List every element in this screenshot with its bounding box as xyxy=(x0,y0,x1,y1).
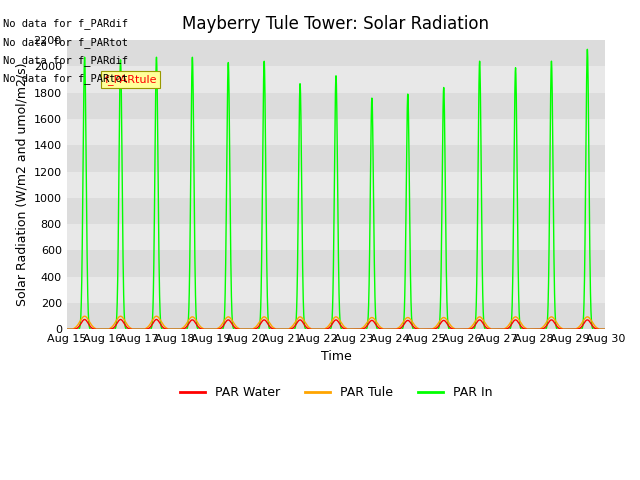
Y-axis label: Solar Radiation (W/m2 and umol/m2/s): Solar Radiation (W/m2 and umol/m2/s) xyxy=(15,63,28,307)
Text: No data for f_PARtot: No data for f_PARtot xyxy=(3,73,128,84)
Bar xyxy=(67,224,605,251)
Bar xyxy=(67,119,605,145)
Bar xyxy=(67,171,605,198)
Legend: PAR Water, PAR Tule, PAR In: PAR Water, PAR Tule, PAR In xyxy=(175,381,497,404)
Title: Mayberry Tule Tower: Solar Radiation: Mayberry Tule Tower: Solar Radiation xyxy=(182,15,490,33)
Text: No data for f_PARdif: No data for f_PARdif xyxy=(3,55,128,66)
Bar xyxy=(67,303,605,329)
Text: No data for f_PARdif: No data for f_PARdif xyxy=(3,18,128,29)
Bar xyxy=(67,277,605,303)
Bar xyxy=(67,93,605,119)
Bar xyxy=(67,40,605,66)
Text: No data for f_PARtot: No data for f_PARtot xyxy=(3,36,128,48)
X-axis label: Time: Time xyxy=(321,350,351,363)
Bar xyxy=(67,251,605,277)
Bar xyxy=(67,145,605,171)
Text: f_PARtule: f_PARtule xyxy=(104,74,157,85)
Bar xyxy=(67,198,605,224)
Bar xyxy=(67,66,605,93)
